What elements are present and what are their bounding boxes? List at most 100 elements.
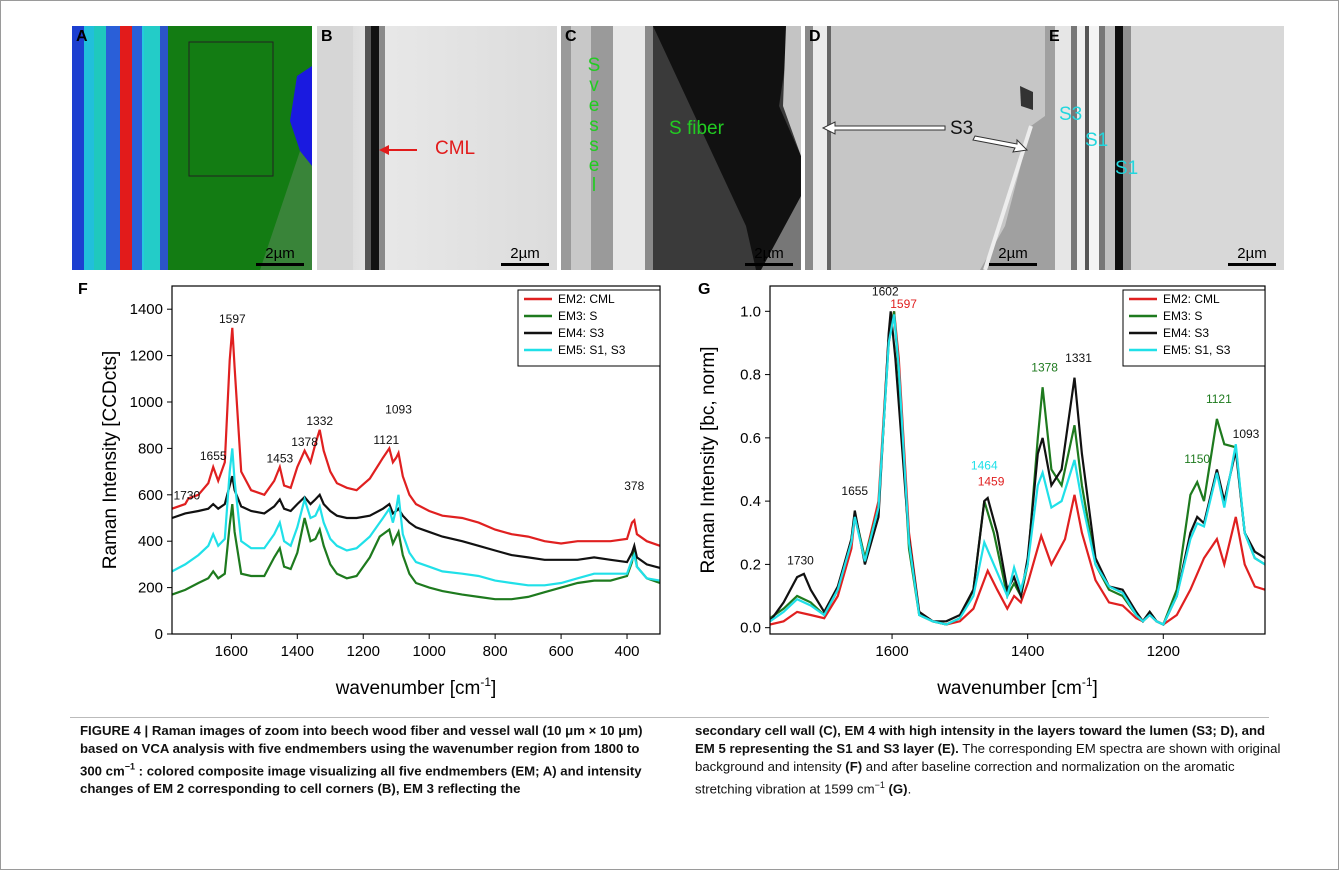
y-tick-label: 200 [138,580,163,597]
panel-d-scale-bar: 2µm [989,245,1037,266]
panel-e-label: E [1049,28,1060,45]
panel-b-label: B [321,28,333,45]
caption-ref-g: (G) [888,781,908,797]
x-tick-label: 1400 [281,643,314,660]
caption-divider [70,717,1269,718]
legend-entry: EM4: S3 [558,326,604,340]
layer-s1-label: S1 [1085,130,1109,151]
chart-panel-label: G [698,281,710,298]
panel-d-s3-label: S3 [950,118,974,139]
legend-entry: EM2: CML [1163,292,1220,306]
plot-frame [769,285,1266,635]
caption-ref-f: (F) [845,759,863,774]
legend: EM2: CML EM3: S EM4: S3 EM5: S1, S3 [1122,289,1266,367]
peak-label: 1602 [872,284,899,298]
y-tick-label: 0.2 [740,556,761,573]
peak-label: 1093 [1233,427,1260,441]
y-tick-label: 0.6 [740,430,761,447]
caption-right-bold: secondary cell wall (C), EM 4 with high … [695,723,1266,756]
peak-label: 1597 [890,297,917,311]
panel-b-cml-image: CML B 2µm [317,26,557,270]
caption-right: secondary cell wall (C), EM 4 with high … [695,722,1285,798]
y-tick-label: 800 [138,440,163,457]
peak-label: 1597 [219,312,246,326]
x-tick-label: 1600 [215,643,248,660]
series-line-5 [172,448,660,587]
peak-label: 1730 [173,488,200,502]
peak-label: 1730 [787,553,814,567]
y-axis-label: Raman Intensity [CCDcts] [100,351,121,570]
peak-label: 1378 [1031,360,1058,374]
chart-g: G 1600 1400 1200 0.0 0.2 0.4 0.6 0.8 1.0 wavenumbe… [698,281,1266,699]
y-tick-label: 0.0 [740,620,761,637]
x-tick-label: 800 [483,643,508,660]
peak-label: 1150 [1184,452,1210,466]
y-tick-label: 0 [155,626,163,643]
legend-entry: EM3: S [558,309,597,323]
panel-e-scale-bar: 2µm [1228,245,1276,266]
peak-label: 378 [624,479,644,493]
caption-right-end: . [907,781,912,797]
peak-label: 1464 [971,458,998,472]
panel-d-s3-image: S3 D 2µm [805,26,1045,270]
x-tick-label: 1400 [1011,643,1044,660]
caption-right-text2: and after baseline correction and normal… [695,759,1235,797]
cml-arrow-icon [379,145,417,155]
peak-label: 1453 [266,451,293,465]
panel-e-image [1045,26,1284,270]
legend-entry: EM4: S3 [1163,326,1209,340]
panel-c-image [561,26,801,270]
x-tick-label: 1000 [413,643,446,660]
panel-a-image [72,26,312,270]
x-axis-label: wavenumber [cm-1] [936,675,1098,699]
x-tick-label: 1200 [1147,643,1180,660]
panel-d-label: D [809,28,821,45]
panel-c-scale-bar: 2µm [745,245,793,266]
peak-label: 1121 [373,433,399,447]
fiber-label: S fiber [669,118,724,139]
chart-panel-label: F [78,281,88,298]
caption-right-sup: −1 [874,780,885,790]
y-tick-label: 400 [138,533,163,550]
peak-label: 1331 [1065,351,1092,365]
peak-label: 1655 [200,449,227,463]
panel-b-image [317,26,557,270]
caption-left-sup: −1 [124,762,135,772]
x-tick-label: 600 [549,643,574,660]
series-line-3 [172,503,660,601]
layer-s1-label: S1 [1115,158,1139,179]
caption-left-bold2: : colored composite image visualizing al… [80,763,642,797]
y-tick-label: 1000 [130,394,163,411]
series-line-5 [770,314,1265,626]
legend-entry: EM3: S [1163,309,1202,323]
y-tick-label: 0.4 [740,493,761,510]
chart-f: F 1600 1400 1200 1000 800 600 400 0 200 400 600 800 1… [78,281,661,699]
peak-label: 1655 [841,484,868,498]
panel-c-label: C [565,28,577,45]
series-line-4 [172,475,660,569]
caption-left: FIGURE 4 | Raman images of zoom into bee… [80,722,660,798]
x-tick-label: 1200 [347,643,380,660]
panel-a-scale-bar: 2µm [256,245,304,266]
legend: EM2: CML EM3: S EM4: S3 EM5: S1, S3 [517,289,661,367]
y-tick-label: 600 [138,487,163,504]
peak-label: 1332 [306,414,333,428]
y-tick-label: 1200 [130,348,163,365]
y-tick-label: 0.8 [740,367,761,384]
peak-label: 1378 [291,435,318,449]
legend-entry: EM5: S1, S3 [1163,343,1231,357]
y-axis-label: Raman Intensity [bc, norm] [698,346,719,573]
panel-a-composite-image: A 2µm [72,26,312,270]
y-tick-label: 1.0 [740,303,761,320]
panel-e-s1-s3-image: S3 S1 S1 E 2µm [1045,26,1284,270]
panel-d-image [805,26,1045,270]
layer-s3-label: S3 [1059,104,1083,125]
legend-entry: EM2: CML [558,292,615,306]
peak-label: 1121 [1206,392,1232,406]
legend-box [517,289,661,367]
legend-box [1122,289,1266,367]
panel-b-scale-bar: 2µm [501,245,549,266]
peak-label: 1459 [978,474,1005,488]
